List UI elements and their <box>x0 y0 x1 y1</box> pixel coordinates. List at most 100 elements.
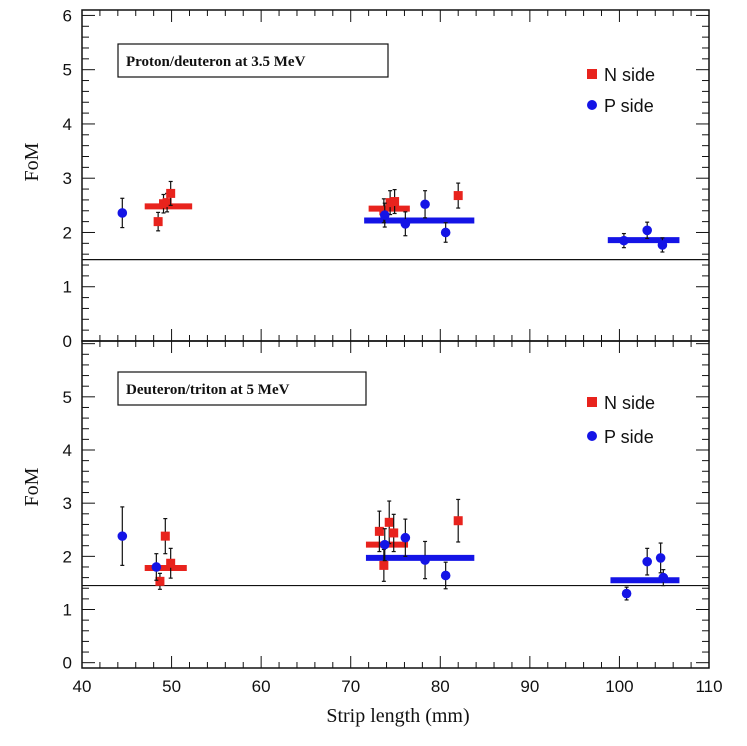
plot-frame <box>81 340 710 669</box>
x-tick-label: 110 <box>695 677 722 696</box>
legend-n-side-marker <box>587 69 597 79</box>
p-side-point <box>420 190 430 219</box>
p-side-marker <box>621 588 632 599</box>
p-side-marker <box>379 210 390 220</box>
y-tick-label: 5 <box>63 61 72 80</box>
n-side-point <box>374 510 384 553</box>
p-side-point <box>642 221 652 240</box>
y-tick-label: 4 <box>63 115 72 134</box>
x-tick-label: 40 <box>73 677 92 696</box>
n-side-marker <box>153 217 163 227</box>
data-points <box>117 180 668 253</box>
n-side-point <box>390 189 400 215</box>
y-tick-label: 6 <box>63 6 72 25</box>
p-side-marker <box>655 553 666 563</box>
x-tick-label: 100 <box>605 677 633 696</box>
y-tick-label: 3 <box>63 494 72 513</box>
n-side-point <box>166 180 176 206</box>
legend-n-side-label: N side <box>604 393 655 413</box>
legend: N side P side <box>587 65 655 116</box>
p-side-point <box>117 197 128 229</box>
n-side-point <box>389 513 399 553</box>
p-side-point <box>440 561 451 590</box>
n-side-marker <box>389 528 399 538</box>
x-tick-label: 80 <box>431 677 450 696</box>
p-side-marker <box>657 240 668 250</box>
y-tick-label: 0 <box>63 332 72 351</box>
y-tick-label: 5 <box>63 388 72 407</box>
x-tick-label: 50 <box>162 677 181 696</box>
n-side-marker <box>155 576 165 586</box>
p-side-marker <box>440 570 451 581</box>
legend-n-side-label: N side <box>604 65 655 85</box>
legend-p-side-label: P side <box>604 427 654 447</box>
x-tick-label: 60 <box>252 677 271 696</box>
n-side-marker <box>453 191 463 201</box>
y-axis: 0 1 2 3 4 5 <box>63 343 709 673</box>
p-side-point <box>657 237 668 253</box>
x-tick-label: 90 <box>520 677 539 696</box>
x-axis: 40 50 60 70 80 90 100 110 <box>73 341 723 696</box>
n-side-point <box>153 211 163 232</box>
legend: N side P side <box>587 393 655 447</box>
p-side-marker <box>420 555 430 565</box>
p-side-marker <box>379 539 390 550</box>
n-side-marker <box>166 558 176 568</box>
panel-title: Deuteron/triton at 5 MeV <box>126 382 290 398</box>
y-axis-title: FoM <box>21 142 43 181</box>
p-side-marker <box>619 235 629 246</box>
n-side-point <box>166 547 176 579</box>
p-side-point <box>621 586 632 601</box>
p-side-marker <box>117 208 128 218</box>
y-axis: 0 1 2 3 4 5 6 <box>63 6 710 351</box>
p-side-point <box>440 222 451 243</box>
y-axis-title: FoM <box>21 467 43 506</box>
n-side-marker <box>374 526 384 536</box>
p-side-point <box>619 232 629 249</box>
panel-deuteron-triton: 0 1 2 3 4 5 40 50 60 70 80 90 100 110 Deuteron/trito… <box>21 340 723 696</box>
p-side-point <box>400 518 411 557</box>
p-side-marker <box>117 531 128 541</box>
p-side-marker <box>658 572 669 583</box>
x-axis-title: Strip length (mm) <box>326 705 469 727</box>
y-tick-label: 2 <box>63 547 72 566</box>
x-tick-label: 70 <box>341 677 360 696</box>
n-side-point <box>453 182 463 209</box>
y-tick-label: 4 <box>63 441 72 460</box>
n-side-point <box>453 498 463 543</box>
legend-p-side-marker <box>587 431 597 441</box>
p-side-point <box>117 506 128 566</box>
legend-n-side-marker <box>587 397 597 407</box>
panel-title-box: Deuteron/triton at 5 MeV <box>117 371 367 406</box>
p-side-marker <box>440 227 451 238</box>
panel-title-box: Proton/deuteron at 3.5 MeV <box>117 43 389 78</box>
p-side-marker <box>642 556 652 567</box>
data-points <box>117 498 669 601</box>
average-bars <box>144 203 680 244</box>
p-side-marker <box>420 199 430 210</box>
p-side-marker <box>642 225 652 236</box>
n-side-point <box>379 548 389 582</box>
p-side-point <box>655 542 666 574</box>
y-tick-label: 1 <box>63 601 72 620</box>
n-side-point <box>155 572 165 590</box>
p-side-point <box>400 211 411 237</box>
panel-proton-deuteron: 0 1 2 3 4 5 6 Proton/deuteron at 3.5 MeV N sid… <box>21 6 710 351</box>
n-side-marker <box>160 531 170 541</box>
n-side-marker <box>453 516 463 526</box>
legend-p-side-marker <box>587 100 597 110</box>
p-side-point <box>420 540 430 580</box>
n-side-marker <box>166 188 176 198</box>
y-tick-label: 2 <box>63 223 72 242</box>
p-side-point <box>151 553 162 581</box>
p-side-marker <box>400 532 411 543</box>
panel-title: Proton/deuteron at 3.5 MeV <box>126 54 306 70</box>
average-bars <box>144 541 680 584</box>
p-side-point <box>379 202 390 228</box>
y-tick-label: 1 <box>63 278 72 297</box>
p-side-marker <box>400 218 411 229</box>
n-side-point <box>160 517 170 555</box>
legend-p-side-label: P side <box>604 96 654 116</box>
y-tick-label: 3 <box>63 169 72 188</box>
